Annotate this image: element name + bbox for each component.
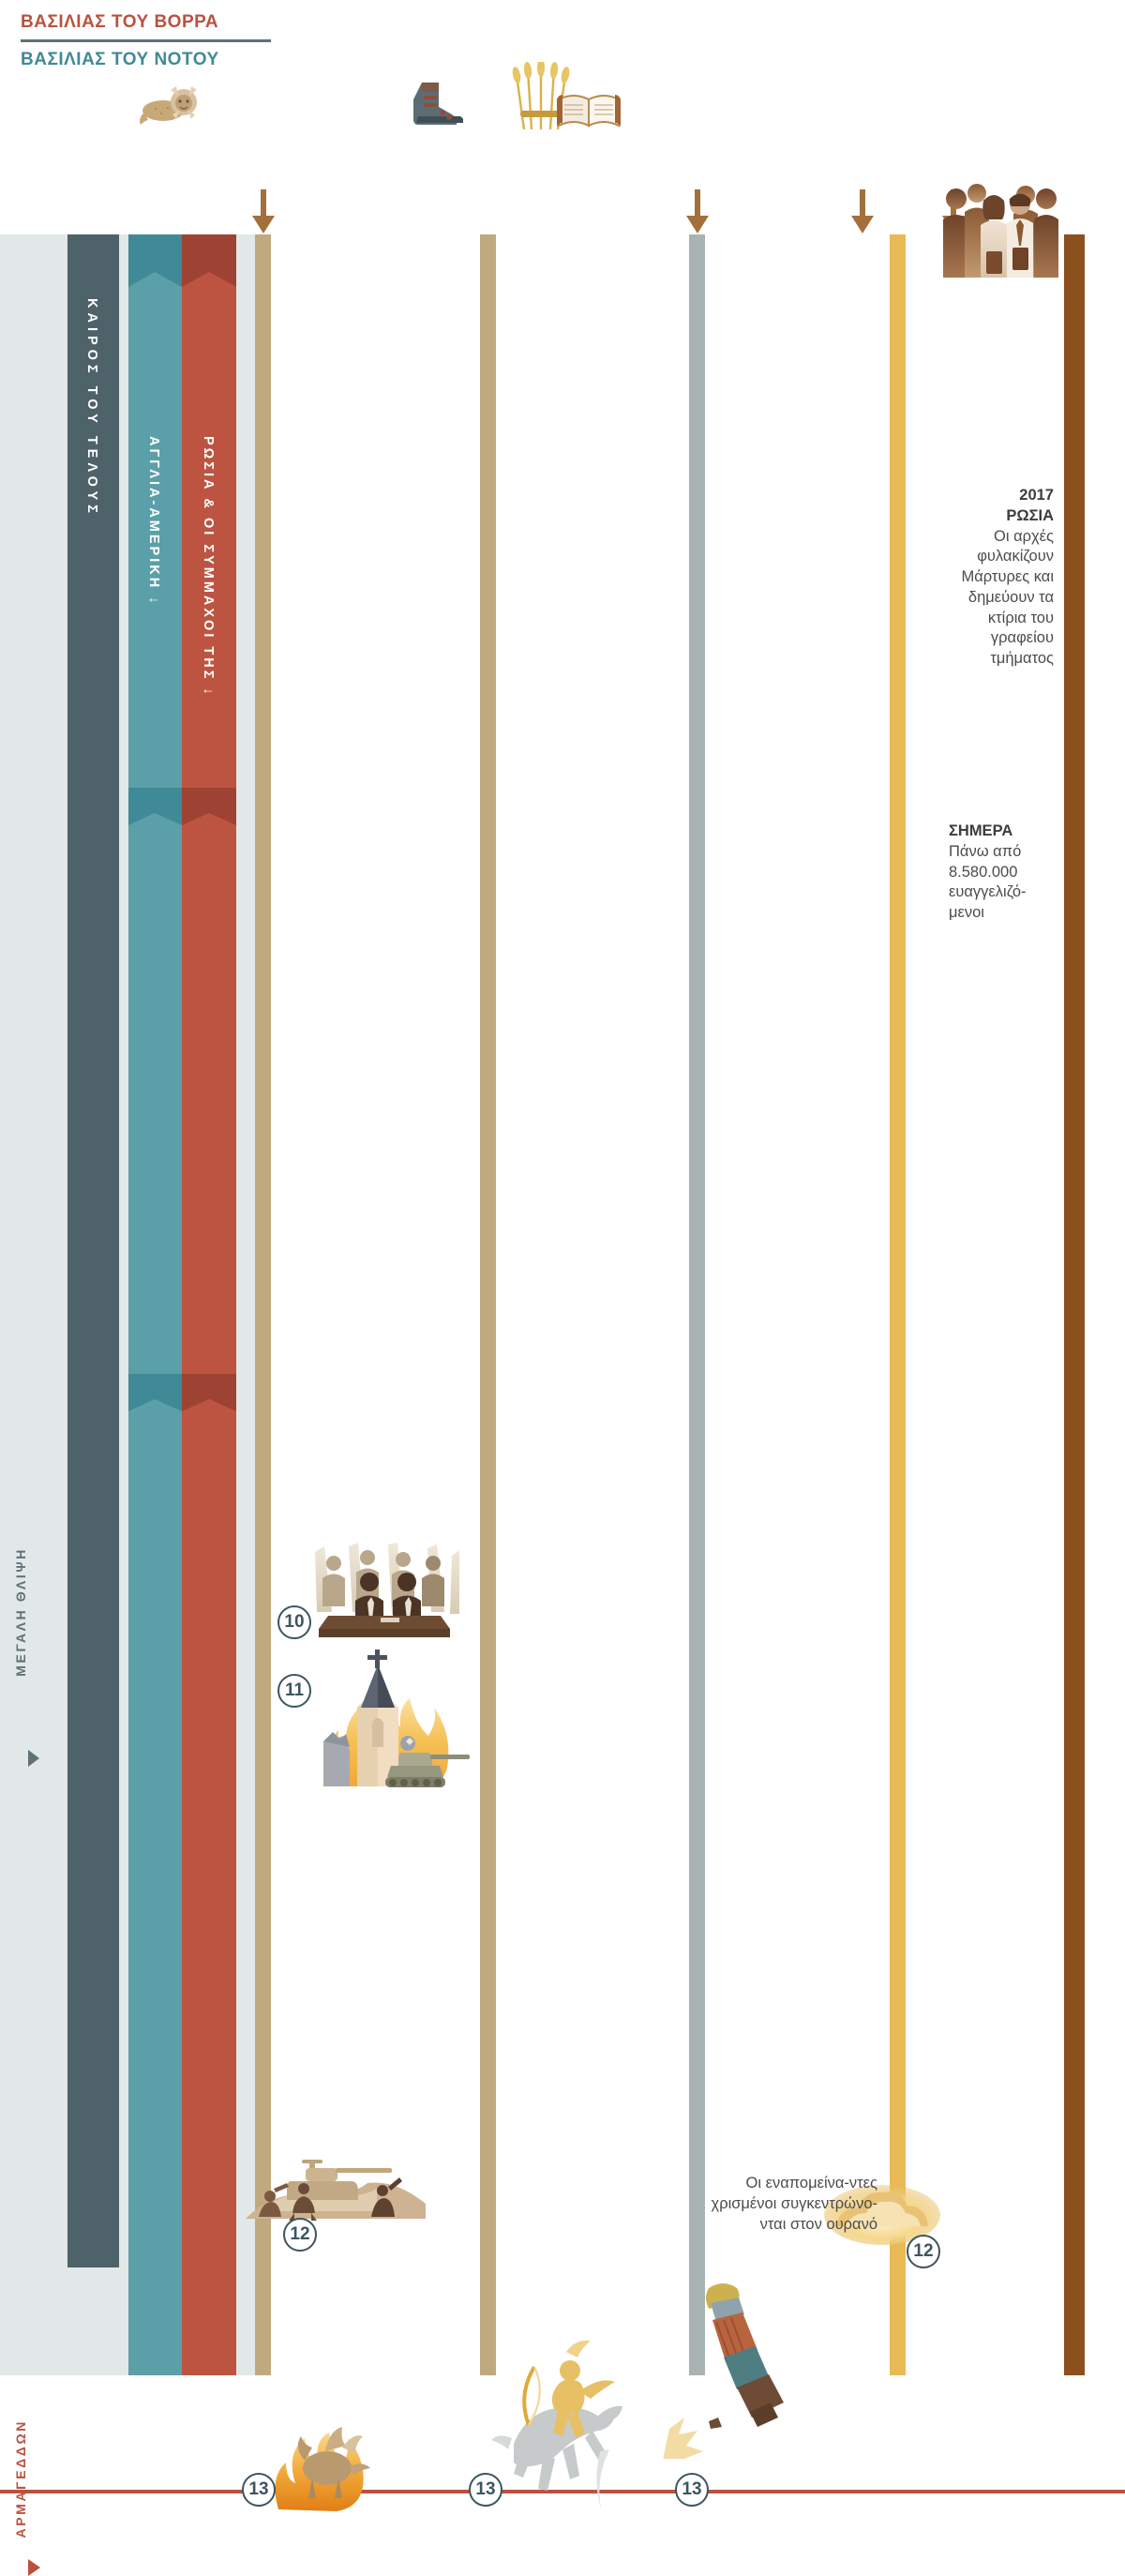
- bar-notch-teal-3: [128, 1374, 182, 1394]
- bar-notch-red-chevron-3: [182, 1394, 236, 1411]
- bar-notch-teal-chevron-2: [128, 808, 182, 825]
- lion-icon: [137, 81, 204, 129]
- timeline-stage: ΚΑΙΡΟΣ ΤΟΥ ΤΕΛΟΥΣ ΑΓΓΛΙΑ-ΑΜΕΡΙΚΗ ↓ ΡΩΣΙΑ…: [0, 184, 1125, 2576]
- boot-down-arrow: [685, 189, 710, 234]
- note-today: ΣΗΜΕΡΑ Πάνω από 8.580.000 ευαγγελιζό-μεν…: [949, 821, 1054, 924]
- side-label-great-tribulation: ΜΕΓΑΛΗ ΘΛΙΨΗ: [13, 1547, 28, 1677]
- open-book-icon: [555, 90, 622, 131]
- note-today-body: Πάνω από 8.580.000 ευαγγελιζό-μενοι: [949, 842, 1027, 922]
- bar-label-russia-allies: ΡΩΣΙΑ & ΟΙ ΣΥΜΜΑΧΟΙ ΤΗΣ ↓: [201, 436, 216, 698]
- timeline-column-grey: [689, 234, 705, 2375]
- note-today-heading: ΣΗΜΕΡΑ: [949, 822, 1013, 839]
- crowd-of-people-icon: [941, 178, 1061, 281]
- legend-king-of-south: ΒΑΣΙΛΙΑΣ ΤΟΥ ΝΟΤΟΥ: [21, 50, 219, 69]
- wheat-down-arrow: [850, 189, 875, 234]
- bar-notch-teal-2: [128, 788, 182, 808]
- note-2017-place: ΡΩΣΙΑ: [1006, 506, 1054, 524]
- armageddon-marker-triangle: [28, 2559, 40, 2576]
- side-label-armageddon: ΑΡΜΑΓΕΔΔΩΝ: [13, 2419, 28, 2538]
- legend-king-of-north: ΒΑΣΙΛΙΑΣ ΤΟΥ ΒΟΡΡΑ: [21, 12, 219, 32]
- note-2017-year: 2017: [1019, 487, 1054, 504]
- bar-notch-red-chevron-1: [182, 266, 236, 287]
- bar-anglo-america: [128, 234, 182, 2375]
- battle-tank-soldiers-icon: [246, 2140, 426, 2234]
- marker-11: 11: [278, 1674, 311, 1708]
- burning-wild-beast-icon: [267, 2412, 389, 2517]
- marker-12-war: 12: [283, 2218, 317, 2252]
- note-anointed-to-heaven: Οι εναπομείνα-ντες χρισμένοι συγκεντρώνο…: [711, 2175, 878, 2233]
- wheat-sheaf-icon: [511, 58, 571, 133]
- note-2017-body: Οι αρχές φυλακίζουν Μάρτυρες και δημεύου…: [961, 527, 1054, 668]
- glowing-cloud-icon: [821, 2166, 943, 2251]
- bar-notch-red-2: [182, 788, 236, 808]
- marker-13-statue: 13: [675, 2473, 709, 2507]
- stage-background-foot: [0, 2255, 112, 2375]
- united-nations-assembly-icon: [309, 1543, 459, 1641]
- great-tribulation-marker-triangle: [28, 1750, 39, 1767]
- timeline-column-tan-2: [480, 234, 496, 2375]
- legend: ΒΑΣΙΛΙΑΣ ΤΟΥ ΒΟΡΡΑ ΒΑΣΙΛΙΑΣ ΤΟΥ ΝΟΤΟΥ: [21, 13, 339, 68]
- boot-icon: [405, 79, 464, 131]
- marker-10: 10: [278, 1605, 311, 1639]
- marker-13-beast: 13: [242, 2473, 276, 2507]
- legend-divider: [21, 39, 271, 42]
- bar-notch-red-chevron-2: [182, 808, 236, 825]
- bar-notch-teal-1: [128, 234, 182, 266]
- timeline-column-tan-1: [255, 234, 271, 2375]
- bar-notch-red-1: [182, 234, 236, 266]
- burning-church-tank-icon: [305, 1646, 473, 1796]
- bar-label-anglo-america: ΑΓΓΛΙΑ-ΑΜΕΡΙΚΗ ↓: [146, 436, 161, 607]
- marker-12-heaven: 12: [907, 2235, 940, 2268]
- bar-time-of-the-end: [68, 234, 119, 2267]
- timeline-column-gold: [890, 234, 906, 2375]
- falling-statue-icon: [656, 2271, 788, 2481]
- bar-label-time-of-the-end: ΚΑΙΡΟΣ ΤΟΥ ΤΕΛΟΥΣ: [84, 298, 99, 518]
- bar-notch-teal-chevron-3: [128, 1394, 182, 1411]
- timeline-column-brown: [1064, 234, 1085, 2375]
- bar-notch-teal-chevron-1: [128, 266, 182, 287]
- bar-russia-allies: [182, 234, 236, 2375]
- infographic-root: ΒΑΣΙΛΙΑΣ ΤΟΥ ΒΟΡΡΑ ΒΑΣΙΛΙΑΣ ΤΟΥ ΝΟΤΟΥ: [0, 13, 1125, 2576]
- note-2017-russia: 2017 ΡΩΣΙΑ Οι αρχές φυλακίζουν Μάρτυρες …: [949, 486, 1054, 670]
- marker-13-horseman: 13: [469, 2473, 502, 2507]
- lion-down-arrow: [251, 189, 276, 234]
- bar-notch-red-3: [182, 1374, 236, 1394]
